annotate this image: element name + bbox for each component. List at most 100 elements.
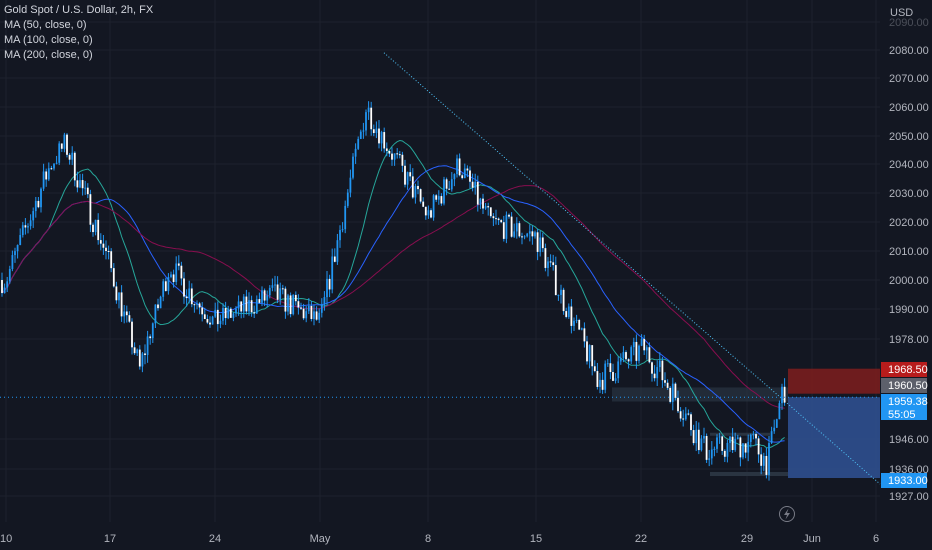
candle-body xyxy=(645,347,648,351)
chart-icons xyxy=(779,506,795,522)
candle-body xyxy=(583,328,586,342)
candle-body xyxy=(443,179,445,204)
candle-body xyxy=(539,237,542,252)
candle-body xyxy=(172,274,175,283)
candle-body xyxy=(664,380,666,383)
candle-body xyxy=(721,436,724,451)
candle-body xyxy=(427,210,430,216)
candle-body xyxy=(648,347,651,363)
candle-body xyxy=(185,296,188,299)
x-tick-label: May xyxy=(310,533,331,545)
candle-body xyxy=(495,218,497,220)
candle-body xyxy=(84,187,87,189)
candle-body xyxy=(630,347,633,362)
candle-body xyxy=(739,437,742,458)
candle-body xyxy=(349,177,352,193)
candle-body xyxy=(131,321,133,348)
candle-body xyxy=(315,311,318,320)
candle-body xyxy=(370,107,373,130)
candle-body xyxy=(336,240,339,262)
candle-body xyxy=(552,262,555,266)
candle-body xyxy=(700,438,703,451)
x-tick-label: 8 xyxy=(425,533,431,545)
candle-body xyxy=(24,225,27,228)
candle-body xyxy=(593,366,596,372)
candle-body xyxy=(107,250,110,252)
candle-body xyxy=(614,378,617,381)
candle-body xyxy=(81,180,84,189)
candle-body xyxy=(73,152,76,181)
x-tick-label: 15 xyxy=(530,533,542,545)
candle-body xyxy=(765,455,768,475)
candle-body xyxy=(297,301,300,308)
candle-body xyxy=(326,278,328,298)
candle-body xyxy=(448,188,451,190)
candle-body xyxy=(744,443,747,453)
y-tick-label: 2090.00 xyxy=(889,17,929,29)
candle-body xyxy=(237,301,240,309)
y-tick-label: 2070.00 xyxy=(889,73,929,85)
candle-body xyxy=(323,297,326,305)
candle-body xyxy=(458,158,461,176)
x-tick-label: Jun xyxy=(803,533,821,545)
candle-body xyxy=(575,319,578,321)
legend-ma100[interactable]: MA (100, close, 0) xyxy=(4,34,93,46)
candle-body xyxy=(762,455,765,466)
downtrend-line xyxy=(383,52,881,485)
candle-body xyxy=(770,431,773,444)
candle-body xyxy=(34,200,37,212)
y-tick-label: 2060.00 xyxy=(889,102,929,114)
candle-body xyxy=(118,292,120,301)
candle-body xyxy=(203,314,206,319)
candle-body xyxy=(713,448,716,450)
candle-body xyxy=(677,397,679,412)
candle-body xyxy=(708,458,711,460)
candle-body xyxy=(549,261,552,263)
take-profit-zone xyxy=(788,397,880,478)
candle-body xyxy=(55,162,58,164)
candle-body xyxy=(133,347,136,354)
candle-body xyxy=(209,322,211,325)
price-tag xyxy=(881,362,927,377)
legend-ma50[interactable]: MA (50, close, 0) xyxy=(4,19,87,31)
x-tick-label: 29 xyxy=(741,533,753,545)
candle-body xyxy=(11,255,14,269)
y-tick-label: 2030.00 xyxy=(889,188,929,200)
lightning-icon[interactable] xyxy=(779,506,795,522)
candle-body xyxy=(640,338,643,346)
candle-body xyxy=(248,300,250,312)
candle-body xyxy=(320,304,323,313)
candle-body xyxy=(463,168,466,179)
candle-body xyxy=(255,299,258,314)
candle-body xyxy=(40,188,42,208)
price-tag xyxy=(881,394,927,409)
y-tick-label: 1978.00 xyxy=(889,334,929,346)
legend-ma200[interactable]: MA (200, close, 0) xyxy=(4,49,93,61)
candle-body xyxy=(544,248,547,268)
candle-body xyxy=(749,434,752,442)
candle-body xyxy=(21,225,24,236)
candle-body xyxy=(94,219,97,233)
candle-body xyxy=(305,311,308,319)
y-tick-label: 2050.00 xyxy=(889,131,929,143)
candle-body xyxy=(653,373,656,379)
candle-body xyxy=(372,129,375,134)
candle-body xyxy=(222,308,224,321)
x-tick-label: 10 xyxy=(0,533,12,545)
candle-body xyxy=(560,289,562,295)
moving-averages xyxy=(1,139,785,449)
legend-title[interactable]: Gold Spot / U.S. Dollar, 2h, FX xyxy=(4,4,154,16)
candle-body xyxy=(144,353,146,355)
candle-body xyxy=(105,247,107,251)
candle-body xyxy=(352,156,354,178)
position-zones xyxy=(612,368,880,478)
candle-body xyxy=(331,256,334,290)
candle-body xyxy=(58,143,61,163)
candle-body xyxy=(643,338,646,351)
candle-body xyxy=(752,434,755,436)
candle-body xyxy=(157,304,159,309)
candle-body xyxy=(456,158,458,175)
trendline xyxy=(383,52,881,485)
ma200-line xyxy=(1,185,785,409)
